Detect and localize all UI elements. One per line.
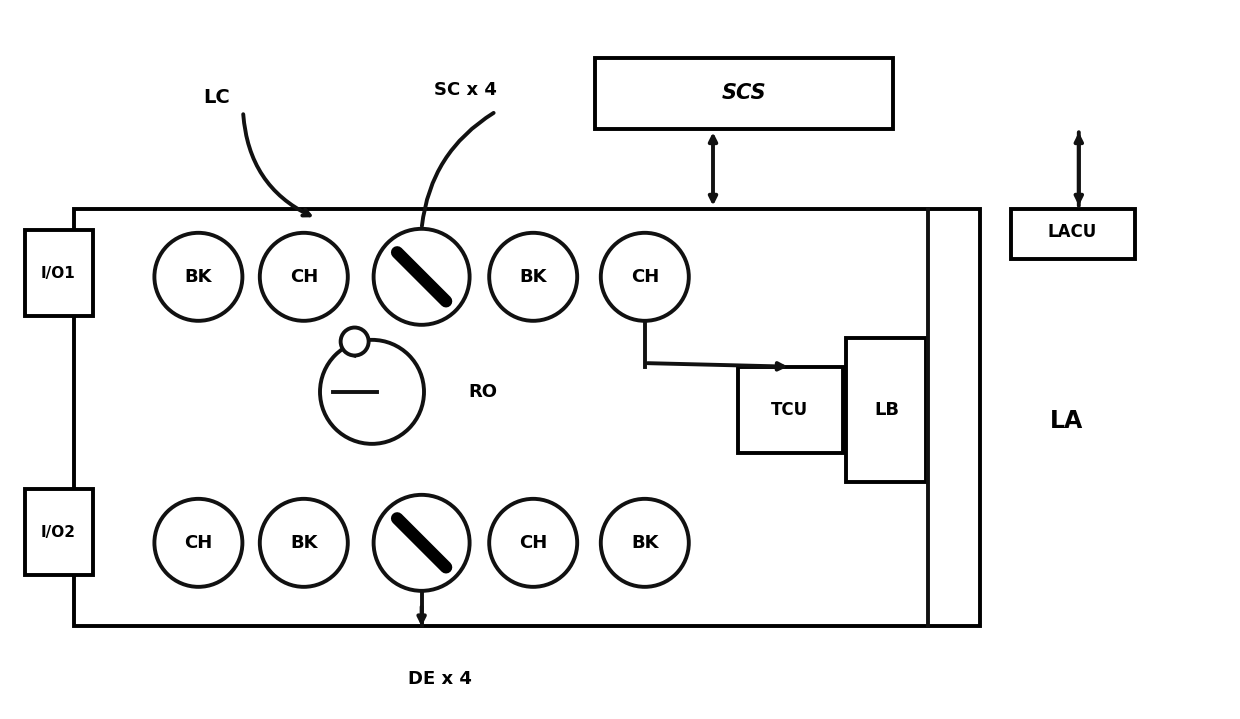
Bar [1011,209,1135,259]
Ellipse shape [320,340,424,444]
Text: SCS: SCS [722,83,766,104]
Text: LA: LA [1050,408,1083,433]
Bar [595,58,893,129]
Text: I/O1: I/O1 [41,266,76,280]
Bar [738,367,843,453]
Text: LB: LB [874,400,899,419]
Text: CH: CH [290,267,317,286]
Bar [25,230,93,316]
Ellipse shape [373,229,470,325]
Text: BK: BK [290,533,317,552]
Ellipse shape [490,233,577,321]
Ellipse shape [260,233,347,321]
Text: BK: BK [520,267,547,286]
Text: CH: CH [631,267,658,286]
Ellipse shape [260,499,347,587]
Text: BK: BK [185,267,212,286]
Text: SC x 4: SC x 4 [434,81,496,99]
Text: LC: LC [203,88,231,106]
Ellipse shape [155,499,242,587]
Text: LACU: LACU [1048,223,1097,242]
Ellipse shape [601,499,688,587]
Ellipse shape [155,233,242,321]
Bar [846,338,926,482]
Bar [25,489,93,575]
Bar [74,209,980,626]
Text: TCU: TCU [771,400,808,419]
Ellipse shape [490,499,577,587]
Ellipse shape [341,328,368,355]
Text: CH: CH [185,533,212,552]
Text: I/O2: I/O2 [41,525,76,539]
Text: BK: BK [631,533,658,552]
Text: DE x 4: DE x 4 [408,670,472,689]
Ellipse shape [373,495,470,591]
Text: CH: CH [520,533,547,552]
Ellipse shape [601,233,688,321]
Text: RO: RO [469,383,497,401]
